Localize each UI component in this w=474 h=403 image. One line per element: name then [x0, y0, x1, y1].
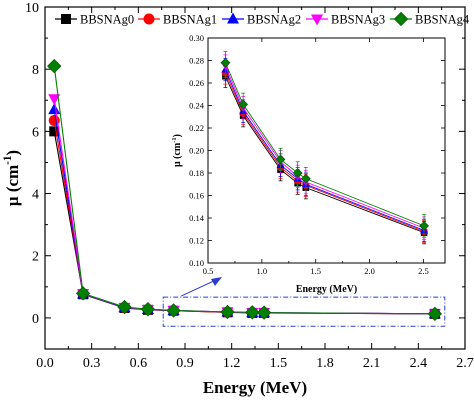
inset-x-tick-label: 1.0: [257, 266, 268, 276]
main-y-tick-label: 2: [32, 250, 39, 265]
inset-x-axis-title: Energy (MeV): [296, 284, 357, 295]
main-x-tick-label: 1.8: [316, 356, 334, 371]
legend-label: BBSNAg0: [80, 13, 134, 27]
main-y-axis-close: ): [3, 150, 22, 156]
inset-plot: 0.5 1.0 1.5 2.0 2.5 0.10 0.12 0.14 0.16 0.18 0.20 0…: [171, 33, 446, 295]
main-data-point: [220, 304, 235, 320]
inset-y-tick-label: 0.20: [189, 146, 204, 156]
legend-swatch-marker: [143, 13, 155, 25]
inset-plot-frame: [207, 37, 446, 264]
inset-data-point: [419, 220, 429, 231]
legend-label: BBSNAg1: [163, 13, 217, 27]
inset-y-axis-title: μ (cm-1): [171, 134, 183, 167]
main-data-point: [427, 306, 443, 322]
inset-y-tick-label: 0.10: [189, 258, 204, 268]
legend-item-BBSNAg2: BBSNAg2: [222, 12, 301, 27]
inset-y-tick-label: 0.30: [189, 33, 204, 43]
main-y-tick-label: 8: [32, 63, 39, 78]
inset-x-tick-label: 1.5: [310, 266, 321, 276]
inset-y-tick-label: 0.12: [189, 236, 204, 246]
main-data-point: [140, 302, 156, 317]
main-x-tick-label: 2.1: [363, 356, 381, 371]
main-data-point: [47, 58, 62, 74]
main-x-tick-label: 2.4: [410, 356, 428, 371]
inset-data-point: [300, 173, 311, 184]
inset-y-tick-label: 0.16: [189, 191, 204, 201]
legend-swatch-marker: [311, 14, 323, 26]
inset-series-line: [225, 76, 425, 234]
main-plot: 0.0 0.3 0.6 0.9 1.2 1.5 1.8 2.1 2.4 2.7 0 2 4 6 8 10 Ene…: [2, 1, 474, 397]
main-data-point: [256, 305, 272, 320]
main-y-tick-label: 0: [32, 312, 39, 327]
zoom-arrow-head: [211, 277, 222, 286]
inset-data-point: [292, 168, 303, 178]
zoom-annotation: [162, 277, 446, 327]
main-y-tick-label: 6: [32, 125, 39, 140]
main-x-tick-label: 0.9: [176, 356, 194, 371]
legend-item-BBSNAg0: BBSNAg0: [55, 13, 134, 27]
main-y-axis-exponent: -1: [2, 156, 14, 165]
inset-data-point: [275, 154, 286, 165]
main-data-point: [75, 286, 91, 301]
main-x-axis-title: Energy (MeV): [203, 378, 307, 397]
main-x-tick-label: 1.5: [270, 356, 288, 371]
main-x-tick-label: 0.3: [83, 356, 101, 371]
legend-label: BBSNAg3: [331, 13, 385, 27]
inset-x-tick-label: 2.5: [418, 266, 429, 276]
inset-data-point: [220, 57, 231, 68]
main-data-point: [48, 103, 61, 115]
main-data-point: [117, 299, 132, 315]
legend-swatch-marker: [61, 14, 71, 24]
main-data-point: [48, 94, 61, 106]
main-y-tick-label: 4: [32, 188, 39, 203]
inset-x-tick-label: 2.0: [364, 266, 375, 276]
main-data-point: [245, 305, 260, 320]
inset-y-tick-label: 0.24: [189, 101, 205, 111]
inset-y-axis-close: ): [172, 134, 183, 137]
inset-series-BBSNAg4: [220, 51, 429, 238]
main-y-axis-title: μ (cm-1): [2, 150, 22, 206]
zoom-box: [162, 296, 446, 327]
inset-y-axis-symbol: μ (cm: [172, 142, 183, 167]
main-x-tick-label: 0.6: [130, 356, 148, 371]
inset-y-tick-label: 0.14: [189, 213, 205, 223]
inset-y-tick-label: 0.18: [189, 168, 204, 178]
legend-item-BBSNAg1: BBSNAg1: [138, 13, 217, 27]
inset-y-tick-label: 0.28: [189, 56, 204, 66]
inset-series-line: [225, 72, 425, 232]
main-data-point: [49, 126, 60, 137]
inset-series-line: [225, 65, 425, 229]
legend-label: BBSNAg2: [247, 13, 301, 27]
main-y-tick-label: 10: [25, 1, 39, 16]
inset-series-line: [225, 62, 425, 227]
legend: BBSNAg0 BBSNAg1 BBSNAg2 BBSNAg3 BBSNAg4: [55, 11, 470, 27]
legend-swatch-marker: [227, 12, 239, 24]
inset-y-axis-exponent: -1: [171, 137, 178, 142]
legend-item-BBSNAg3: BBSNAg3: [306, 13, 385, 27]
legend-label: BBSNAg4: [415, 13, 470, 27]
inset-y-tick-label: 0.26: [189, 78, 204, 88]
inset-x-tick-label: 0.5: [203, 266, 214, 276]
inset-data-point: [238, 99, 249, 110]
main-y-axis-symbol: μ (cm: [3, 165, 22, 206]
main-x-tick-label: 0.0: [36, 356, 54, 371]
zoom-arrow-line: [181, 278, 219, 297]
main-series-BBSNAg4: [47, 58, 443, 322]
main-x-tick-label: 1.2: [223, 356, 241, 371]
main-data-point: [166, 303, 181, 318]
main-x-tick-label: 2.7: [456, 356, 474, 371]
legend-item-BBSNAg4: BBSNAg4: [390, 11, 470, 27]
legend-swatch-marker: [393, 11, 409, 27]
inset-y-tick-label: 0.22: [189, 123, 204, 133]
